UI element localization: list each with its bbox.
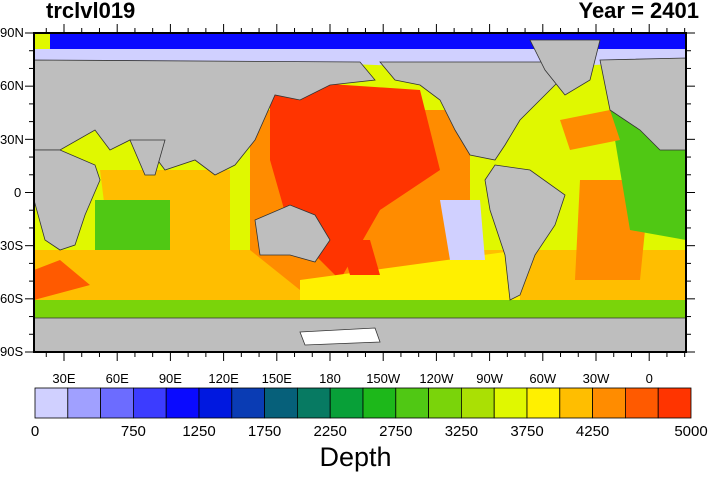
lat-label: 90S [0,344,24,359]
lat-label: 30N [0,132,24,147]
ocean-patch-southern-green [34,300,686,318]
colorbar-box [493,387,528,419]
land-africa [33,149,101,251]
map-area [33,32,687,353]
lon-label: 150W [366,371,401,386]
ocean-patch-epacific-blue [440,200,485,260]
lon-label: 180 [319,371,341,386]
lon-label: 120W [419,371,454,386]
colorbar-tick-label: 750 [120,423,146,440]
colorbar-tick-label: 2250 [313,423,347,440]
lat-label: 60N [0,78,24,93]
colorbar-tick-label: 3750 [510,423,544,440]
colorbar-tick-label: 5000 [674,423,708,440]
colorbar-box [329,387,364,419]
ocean-patch-natlantic-orange [560,110,620,150]
lon-label: 90E [158,371,182,386]
colorbar-tick-label: 1750 [247,423,282,440]
axis-ticks [25,24,695,361]
lon-label: 60E [105,371,129,386]
lon-label: 60W [529,371,557,386]
colorbar-box [165,387,200,419]
colorbar-box [132,387,167,419]
ocean-patch-southern-red [34,260,90,300]
colorbar [34,387,692,419]
ocean-patch-southern-red-2 [340,240,380,275]
colorbar-box [198,387,233,419]
year-label: Year = 2401 [578,0,699,23]
lat-label: 90N [0,25,24,40]
lon-label: 30W [582,371,610,386]
land-south-america [484,164,566,301]
colorbar-tick-label: 1250 [182,423,216,440]
colorbar-box [526,387,561,419]
lon-label: 30E [52,371,76,386]
colorbar-box [231,387,266,419]
lat-label: 60S [0,291,24,306]
land-eurasia [33,59,376,176]
lon-label: 150E [261,371,292,386]
lon-label: 90W [476,371,503,386]
lat-label: 30S [0,238,24,253]
colorbar-box [395,387,429,419]
plot-title: trclvl019 [46,0,136,23]
colorbar-box [34,387,69,419]
ocean-patch-indian-green [95,200,170,250]
lon-label: 0 [645,371,653,386]
colorbar-box [657,387,692,419]
colorbar-box [100,387,134,419]
arctic-ocean [50,33,686,49]
colorbar-box [559,387,593,419]
colorbar-box [428,387,462,419]
colorbar-box [460,387,495,419]
land-australia [254,204,331,263]
ocean-patch-southpacific-yellow [300,250,520,305]
colorbar-tick-label: 3250 [444,423,479,440]
lat-label: 0 [14,185,22,200]
land-greenland [529,39,601,96]
colorbar-tick-label: 0 [30,423,40,440]
colorbar-box [264,387,298,419]
colorbar-box [296,387,331,419]
colorbar-tick-label: 2750 [379,423,413,440]
colorbar-title: Depth [319,442,392,472]
colorbar-box [67,387,102,419]
land [33,39,687,353]
colorbar-box [362,387,397,419]
land-india [129,139,166,176]
colorbar-box [625,387,659,419]
lon-label: 120E [208,371,239,386]
colorbar-box [592,387,626,419]
ice-shelf [299,327,381,346]
colorbar-tick-label: 4250 [575,423,610,440]
